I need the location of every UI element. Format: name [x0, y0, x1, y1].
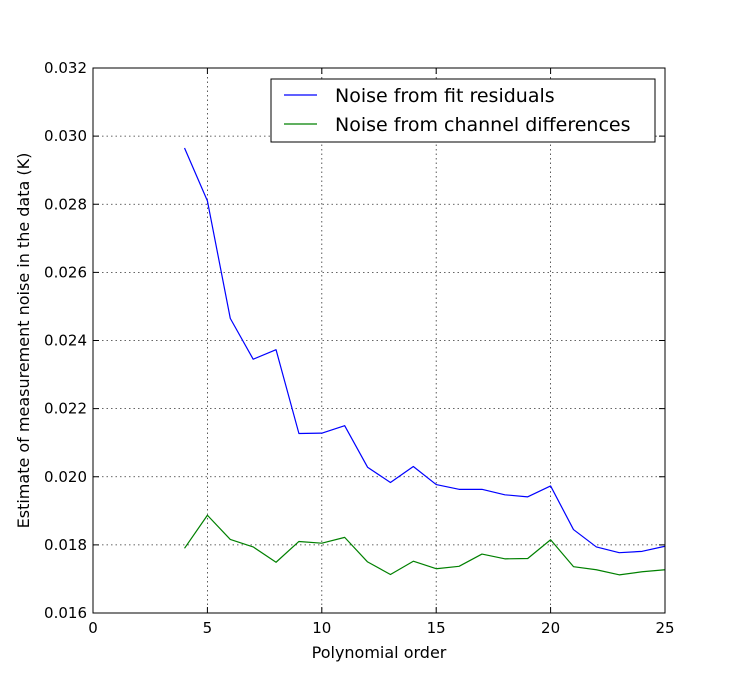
series-line-channel-differences [184, 514, 666, 576]
y-tick-label: 0.020 [44, 468, 87, 486]
y-axis-label: Estimate of measurement noise in the dat… [14, 153, 33, 529]
x-tick-label: 25 [655, 619, 674, 637]
ticks [92, 67, 666, 614]
y-tick-label: 0.032 [44, 59, 87, 77]
x-tick-label: 0 [88, 619, 98, 637]
x-axis-label: Polynomial order [312, 643, 447, 662]
y-tick-label: 0.024 [44, 332, 87, 350]
legend-box [270, 78, 656, 143]
x-tick-labels: 0 5 10 15 20 25 [88, 619, 674, 637]
y-tick-label: 0.026 [44, 263, 87, 281]
legend-label-channel-differences: Noise from channel differences [335, 114, 631, 136]
legend-label-fit-residuals: Noise from fit residuals [335, 85, 555, 107]
series-layer [183, 147, 666, 576]
series-line-fit-residuals [183, 147, 666, 554]
y-tick-label: 0.030 [44, 127, 87, 145]
y-tick-label: 0.028 [44, 195, 87, 213]
x-tick-label: 5 [203, 619, 213, 637]
y-tick-label: 0.022 [44, 400, 87, 418]
x-tick-label: 10 [312, 619, 331, 637]
x-tick-label: 15 [427, 619, 446, 637]
legend: Noise from fit residuals Noise from chan… [270, 78, 656, 143]
x-tick-label: 20 [541, 619, 560, 637]
y-tick-label: 0.016 [44, 604, 87, 622]
grid [93, 68, 665, 613]
y-tick-label: 0.018 [44, 536, 87, 554]
y-tick-labels: 0.016 0.018 0.020 0.022 0.024 0.026 0.028 0.030… [44, 59, 87, 622]
